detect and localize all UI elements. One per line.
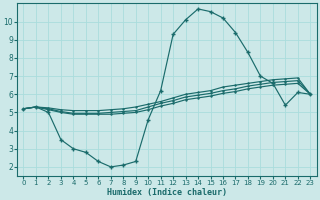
X-axis label: Humidex (Indice chaleur): Humidex (Indice chaleur) xyxy=(107,188,227,197)
